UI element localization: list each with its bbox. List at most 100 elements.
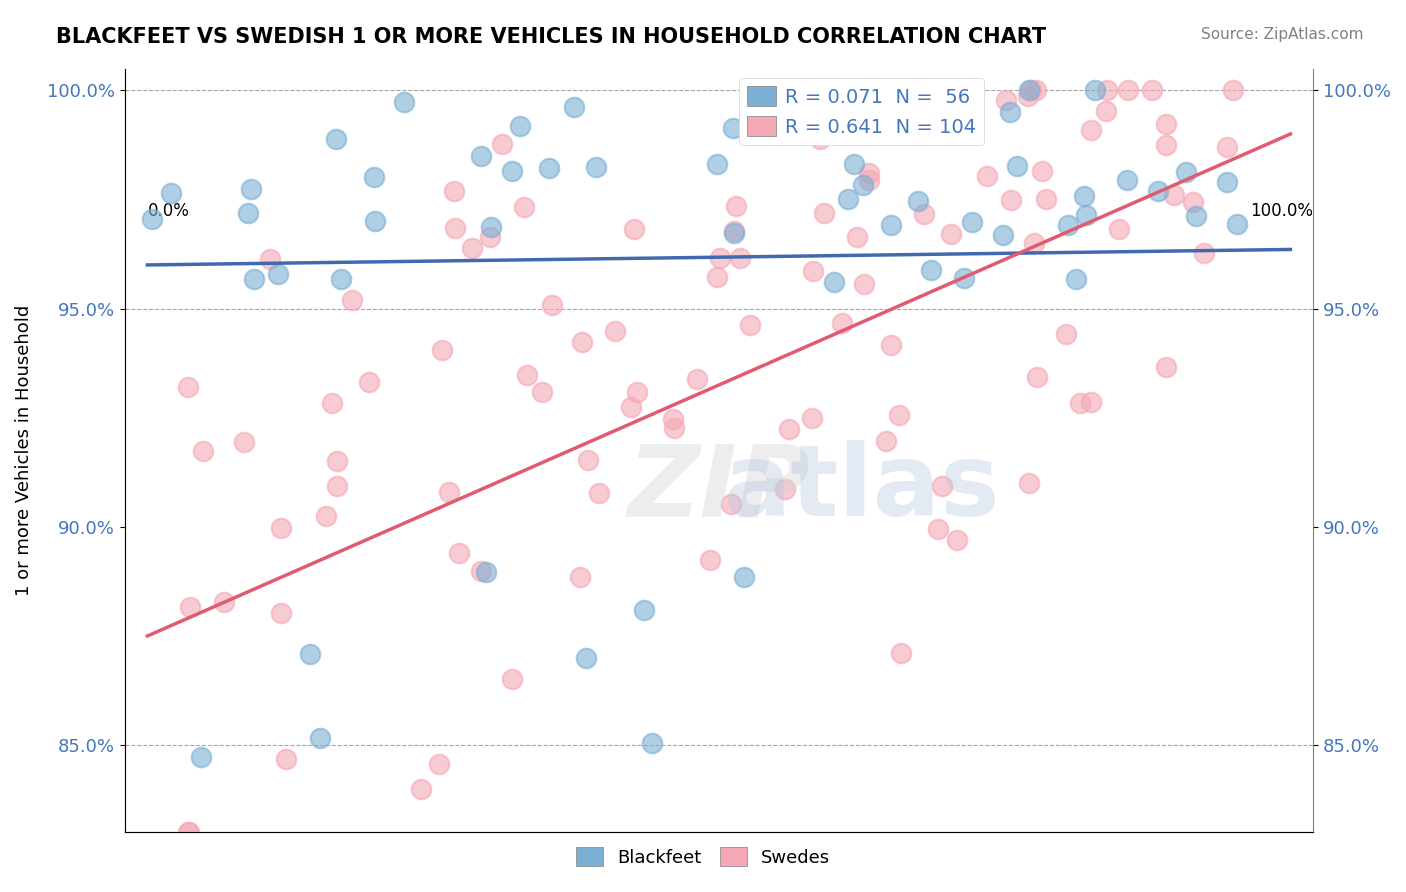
Point	[880, 338, 903, 352]
Point	[1146, 185, 1168, 199]
Point	[141, 211, 163, 226]
Point	[880, 218, 903, 232]
Point	[845, 230, 868, 244]
Point	[270, 521, 292, 535]
Point	[1080, 394, 1102, 409]
Point	[1074, 208, 1097, 222]
Point	[585, 160, 607, 174]
Point	[470, 149, 492, 163]
Point	[1215, 175, 1237, 189]
Point	[633, 603, 655, 617]
Point	[1181, 194, 1204, 209]
Point	[820, 83, 842, 97]
Point	[325, 132, 347, 146]
Point	[177, 380, 200, 394]
Point	[728, 251, 751, 265]
Point	[756, 99, 779, 113]
Point	[1226, 217, 1249, 231]
Point	[1115, 173, 1137, 187]
Point	[1216, 140, 1239, 154]
Point	[706, 157, 728, 171]
Point	[1018, 475, 1040, 490]
Point	[875, 434, 897, 449]
Point	[641, 736, 664, 750]
Point	[470, 564, 492, 578]
Point	[1017, 88, 1039, 103]
Point	[723, 226, 745, 240]
Point	[179, 825, 201, 839]
Point	[309, 731, 332, 745]
Point	[329, 271, 352, 285]
Point	[619, 400, 641, 414]
Point	[576, 453, 599, 467]
Point	[530, 384, 553, 399]
Point	[1054, 327, 1077, 342]
Point	[501, 163, 523, 178]
Point	[896, 83, 918, 97]
Point	[1019, 83, 1042, 97]
Point	[623, 222, 645, 236]
Point	[837, 192, 859, 206]
Point	[813, 206, 835, 220]
Point	[1073, 189, 1095, 203]
Point	[394, 95, 416, 109]
Point	[562, 100, 585, 114]
Point	[721, 121, 744, 136]
Text: 0.0%: 0.0%	[148, 202, 190, 220]
Text: BLACKFEET VS SWEDISH 1 OR MORE VEHICLES IN HOUSEHOLD CORRELATION CHART: BLACKFEET VS SWEDISH 1 OR MORE VEHICLES …	[56, 27, 1046, 46]
Point	[513, 200, 536, 214]
Point	[723, 224, 745, 238]
Point	[1064, 271, 1087, 285]
Point	[267, 267, 290, 281]
Point	[474, 565, 496, 579]
Point	[800, 410, 823, 425]
Point	[823, 275, 845, 289]
Point	[432, 343, 454, 358]
Point	[443, 221, 465, 235]
Point	[315, 508, 337, 523]
Legend: R = 0.071  N =  56, R = 0.641  N = 104: R = 0.071 N = 56, R = 0.641 N = 104	[738, 78, 984, 145]
Point	[603, 325, 626, 339]
Point	[437, 485, 460, 500]
Point	[773, 482, 796, 496]
Point	[890, 646, 912, 660]
Text: Source: ZipAtlas.com: Source: ZipAtlas.com	[1201, 27, 1364, 42]
Point	[889, 408, 911, 422]
Point	[720, 497, 742, 511]
Point	[325, 454, 347, 468]
Point	[778, 422, 800, 436]
Point	[1140, 83, 1163, 97]
Point	[177, 825, 200, 839]
Point	[725, 199, 748, 213]
Point	[571, 335, 593, 350]
Point	[852, 277, 875, 291]
Point	[259, 252, 281, 266]
Point	[858, 166, 880, 180]
Point	[298, 648, 321, 662]
Point	[858, 173, 880, 187]
Point	[699, 553, 721, 567]
Legend: Blackfeet, Swedes: Blackfeet, Swedes	[568, 840, 838, 874]
Point	[232, 434, 254, 449]
Point	[998, 104, 1021, 119]
Text: 100.0%: 100.0%	[1250, 202, 1313, 220]
Point	[508, 120, 530, 134]
Point	[939, 227, 962, 242]
Point	[953, 271, 976, 285]
Point	[541, 298, 564, 312]
Point	[340, 293, 363, 307]
Point	[686, 372, 709, 386]
Point	[860, 110, 883, 124]
Point	[1005, 159, 1028, 173]
Point	[238, 206, 260, 220]
Point	[709, 252, 731, 266]
Point	[239, 182, 262, 196]
Point	[501, 672, 523, 686]
Point	[160, 186, 183, 201]
Point	[427, 756, 450, 771]
Point	[842, 157, 865, 171]
Point	[409, 781, 432, 796]
Point	[927, 522, 949, 536]
Text: atlas: atlas	[723, 440, 1000, 537]
Point	[931, 479, 953, 493]
